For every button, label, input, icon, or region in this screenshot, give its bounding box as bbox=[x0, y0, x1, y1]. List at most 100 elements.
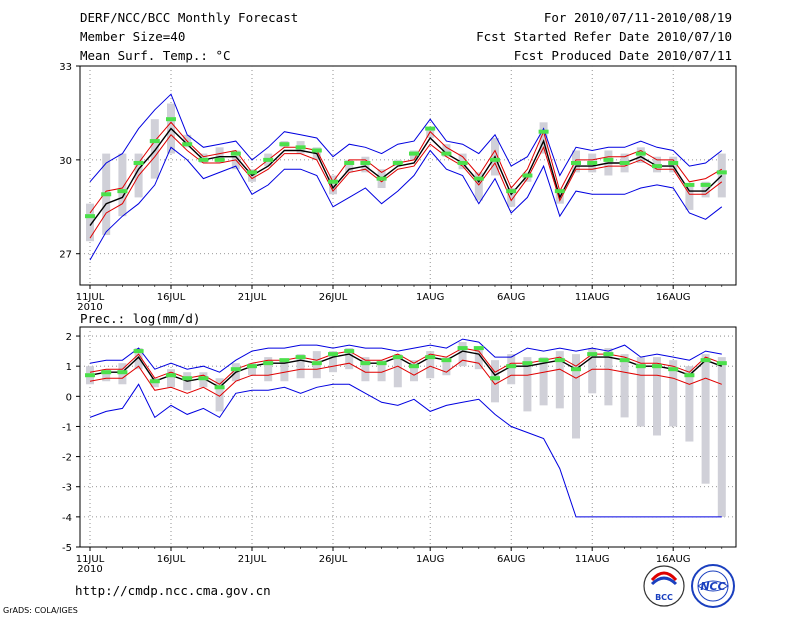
ensemble-marker bbox=[506, 189, 517, 194]
ensemble-marker bbox=[635, 151, 646, 156]
ensemble-marker bbox=[425, 355, 436, 360]
ensemble-marker bbox=[182, 142, 193, 147]
grads-credit: GrADS: COLA/IGES bbox=[3, 606, 78, 615]
ensemble-marker bbox=[652, 364, 662, 369]
ensemble-marker bbox=[684, 373, 695, 378]
range-bar bbox=[539, 122, 548, 154]
produced-date: Fcst Produced Date 2010/07/11 bbox=[513, 48, 732, 63]
range-bar bbox=[345, 348, 354, 370]
ensemble-marker bbox=[603, 157, 614, 162]
ensemble-marker bbox=[490, 376, 500, 381]
ensemble-marker bbox=[328, 352, 338, 357]
x-tick-label: 11AUG bbox=[575, 554, 610, 565]
ensemble-marker bbox=[360, 160, 371, 165]
variable-label-bottom: Prec.: log(mm/d) bbox=[80, 311, 201, 326]
x-tick-label: 26JUL bbox=[319, 292, 348, 303]
ensemble-marker bbox=[263, 157, 274, 162]
ensemble-marker bbox=[247, 170, 257, 175]
range-bar bbox=[102, 369, 111, 382]
ensemble-marker bbox=[441, 151, 452, 156]
x-tick-label: 16JUL bbox=[157, 292, 186, 303]
range-bar bbox=[361, 357, 370, 382]
ensemble-marker bbox=[198, 376, 209, 381]
ensemble-marker bbox=[619, 358, 630, 363]
ensemble-marker bbox=[230, 367, 241, 372]
range-bar bbox=[118, 153, 127, 217]
ensemble-marker bbox=[409, 364, 419, 369]
ensemble-marker bbox=[684, 182, 695, 187]
x-tick-label: 6AUG bbox=[497, 554, 525, 565]
ensemble-marker bbox=[230, 151, 241, 156]
range-bar bbox=[215, 378, 224, 412]
range-bar bbox=[701, 354, 710, 484]
range-bar bbox=[458, 342, 467, 367]
ensemble-marker bbox=[214, 385, 225, 390]
series-line-max bbox=[89, 93, 723, 183]
ensemble-marker bbox=[133, 349, 144, 354]
source-url[interactable]: http://cmdp.ncc.cma.gov.cn bbox=[75, 583, 271, 598]
range-bar bbox=[167, 369, 175, 388]
range-bar bbox=[280, 360, 289, 382]
ensemble-marker bbox=[295, 355, 306, 360]
range-bar bbox=[442, 144, 451, 157]
range-bar bbox=[507, 354, 516, 385]
x-tick-label: 26JUL bbox=[319, 554, 348, 565]
y-tick-label: -4 bbox=[62, 513, 72, 524]
plot-frame bbox=[79, 326, 737, 548]
range-bar bbox=[717, 357, 726, 517]
ensemble-marker bbox=[652, 164, 662, 169]
ensemble-marker bbox=[311, 148, 322, 153]
y-tick-label: 33 bbox=[59, 62, 72, 73]
x-tick-year-label: 2010 bbox=[77, 564, 102, 575]
member-size: Member Size=40 bbox=[80, 29, 186, 44]
ensemble-marker bbox=[716, 170, 727, 175]
x-tick-label: 11JUL bbox=[76, 554, 105, 565]
refer-date: Fcst Started Refer Date 2010/07/10 bbox=[476, 29, 732, 44]
range-bar bbox=[377, 360, 386, 382]
x-tick-label: 1AUG bbox=[416, 554, 444, 565]
ensemble-marker bbox=[587, 160, 598, 165]
x-tick-label: 16AUG bbox=[656, 292, 691, 303]
ncc-logo: NCC bbox=[691, 564, 735, 608]
ensemble-marker bbox=[587, 352, 598, 357]
x-tick-year-label: 2010 bbox=[77, 302, 102, 313]
x-tick-label: 16AUG bbox=[656, 554, 691, 565]
range-bar bbox=[685, 366, 694, 442]
range-bar bbox=[345, 159, 354, 173]
ensemble-marker bbox=[554, 358, 565, 363]
series-line-mean bbox=[89, 127, 723, 227]
ncc-logo-text: NCC bbox=[700, 580, 725, 593]
ensemble-marker bbox=[149, 139, 160, 144]
x-tick-label: 1AUG bbox=[416, 292, 444, 303]
ensemble-marker bbox=[101, 192, 112, 197]
range-bar bbox=[539, 357, 548, 406]
range-bar bbox=[555, 351, 564, 409]
range-bar bbox=[701, 181, 710, 198]
ensemble-marker bbox=[360, 361, 371, 366]
series-line-min bbox=[89, 146, 723, 261]
y-tick-label: 2 bbox=[66, 332, 72, 343]
ensemble-marker bbox=[376, 176, 387, 181]
series-line-mean bbox=[89, 350, 723, 389]
logo-group: BCC NCC bbox=[643, 564, 735, 608]
range-bar bbox=[474, 348, 483, 370]
y-tick-label: 30 bbox=[59, 156, 72, 167]
y-tick-label: -3 bbox=[62, 483, 72, 494]
ensemble-marker bbox=[716, 361, 727, 366]
ensemble-marker bbox=[344, 160, 355, 165]
range-bar bbox=[264, 357, 273, 382]
range-bar bbox=[669, 360, 678, 427]
range-bar bbox=[426, 128, 435, 138]
range-bar bbox=[620, 354, 629, 418]
plot-frame bbox=[79, 65, 737, 286]
ensemble-marker bbox=[490, 157, 500, 162]
x-tick-label: 11AUG bbox=[575, 292, 610, 303]
ensemble-marker bbox=[166, 117, 176, 122]
ensemble-marker bbox=[85, 214, 95, 219]
series-line-max bbox=[89, 338, 722, 373]
range-bar bbox=[588, 348, 597, 394]
range-bar bbox=[329, 175, 337, 195]
